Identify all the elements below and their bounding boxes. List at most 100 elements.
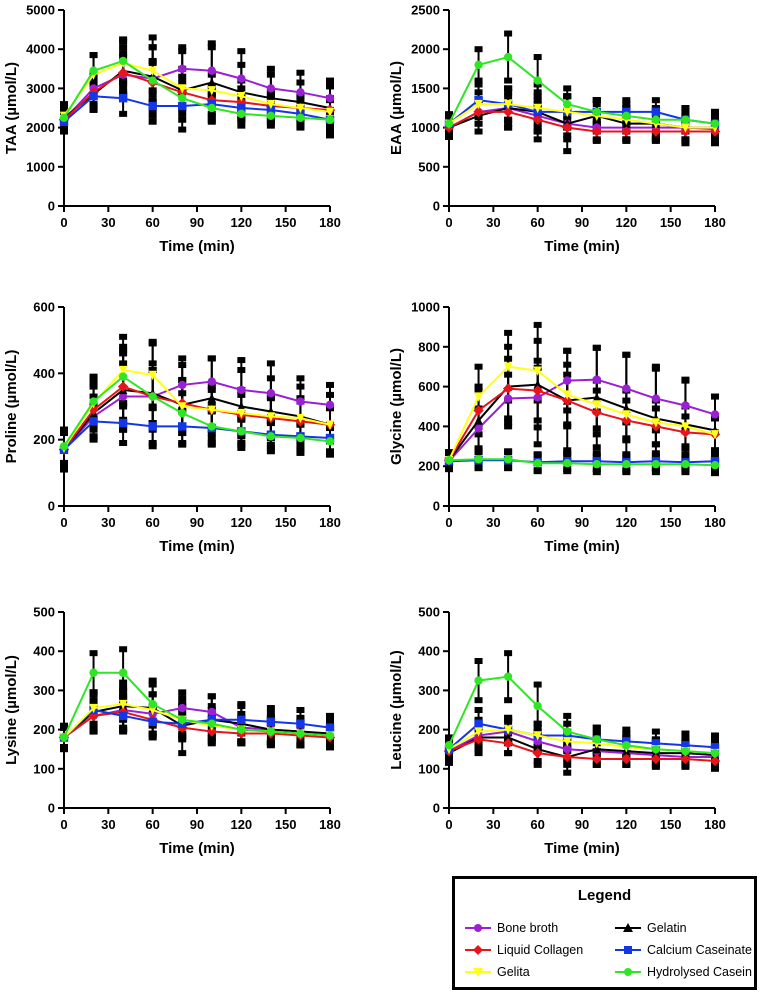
series-line-gelita — [63, 61, 331, 117]
error-cap — [592, 724, 601, 731]
error-cap — [296, 375, 305, 382]
series-line-liquid-collagen — [448, 738, 716, 762]
error-cap — [148, 97, 157, 104]
error-cap — [326, 124, 334, 131]
data-point-gelita — [266, 412, 276, 422]
error-cap — [681, 469, 690, 476]
error-cap — [474, 750, 483, 757]
y-axis-title: TAA (µmol/L) — [3, 62, 20, 154]
legend-title: Legend — [577, 887, 632, 904]
data-point-liquid-collagen — [88, 404, 99, 416]
error-cap — [622, 730, 631, 737]
error-cap — [89, 650, 98, 657]
y-tick-label: 0 — [48, 801, 55, 816]
error-cap — [533, 417, 542, 424]
series-calcium-caseinate — [59, 417, 335, 454]
error-cap — [266, 71, 275, 78]
data-point-hydrolysed-casein — [266, 432, 276, 441]
error-cap — [592, 469, 601, 476]
error-bars-gelatin — [445, 321, 719, 472]
x-tick-label: 0 — [60, 817, 67, 832]
error-cap — [533, 124, 542, 131]
data-point-liquid-collagen — [591, 753, 602, 765]
series-line-bone-broth — [448, 106, 716, 131]
data-point-liquid-collagen — [709, 755, 721, 767]
x-tick-label: 120 — [615, 515, 637, 530]
error-cap — [622, 137, 631, 144]
error-cap — [504, 85, 513, 92]
x-tick-label: 180 — [319, 215, 341, 230]
error-cap — [651, 441, 660, 448]
series-hydrolysed-casein — [59, 56, 335, 124]
error-cap — [651, 761, 660, 768]
error-cap — [445, 734, 453, 741]
data-point-liquid-collagen — [562, 122, 573, 133]
data-point-hydrolysed-casein — [266, 727, 276, 736]
error-cap — [60, 724, 68, 731]
data-point-hydrolysed-casein — [266, 111, 276, 121]
error-cap — [474, 697, 483, 704]
data-point-gelita — [266, 99, 276, 110]
error-cap — [207, 693, 216, 700]
x-axis-title: Time (min) — [159, 538, 235, 555]
series-bone-broth — [59, 64, 335, 124]
data-point-gelita — [563, 390, 572, 400]
y-tick-label: 0 — [48, 199, 55, 214]
data-point-hydrolysed-casein — [622, 111, 631, 121]
error-cap — [563, 761, 572, 768]
error-cap — [60, 426, 68, 433]
error-cap — [148, 34, 157, 41]
data-point-liquid-collagen — [473, 405, 484, 416]
error-cap — [474, 77, 483, 84]
data-point-gelatin — [207, 77, 216, 87]
data-point-calcium-caseinate — [681, 741, 690, 750]
legend-label-bone-broth: Bone broth — [497, 921, 559, 935]
x-tick-label: 120 — [230, 817, 252, 832]
x-tick-label: 0 — [60, 515, 67, 530]
data-point-bone-broth — [563, 376, 572, 385]
data-point-gelita — [622, 410, 631, 420]
y-axis-title: Leucine (µmol/L) — [388, 650, 405, 769]
data-point-gelita — [533, 731, 542, 741]
error-cap — [207, 355, 216, 362]
series-liquid-collagen — [443, 106, 721, 137]
x-axis-title: Time (min) — [544, 538, 620, 555]
x-tick-label: 60 — [530, 515, 544, 530]
series-line-hydrolysed-casein — [448, 675, 716, 755]
error-cap — [504, 464, 513, 471]
error-cap — [533, 128, 542, 135]
data-point-bone-broth — [178, 64, 187, 74]
error-cap — [178, 355, 187, 362]
data-point-bone-broth — [325, 94, 335, 103]
error-cap — [207, 40, 216, 47]
y-tick-label: 300 — [418, 683, 440, 698]
error-cap — [60, 466, 68, 473]
error-cap — [178, 750, 187, 757]
error-cap — [563, 452, 572, 459]
error-cap — [89, 52, 98, 59]
y-tick-label: 0 — [433, 801, 440, 816]
error-cap — [504, 697, 513, 704]
y-tick-label: 600 — [33, 300, 55, 315]
x-tick-label: 60 — [145, 215, 159, 230]
y-axis-title: Lysine (µmol/L) — [3, 655, 20, 765]
data-point-hydrolysed-casein — [503, 672, 513, 681]
error-cap — [533, 681, 542, 688]
data-point-liquid-collagen — [532, 385, 543, 396]
error-cap — [266, 705, 275, 712]
error-cap — [474, 81, 483, 88]
series-bone-broth — [444, 375, 720, 466]
legend-label-gelita: Gelita — [497, 965, 530, 979]
series-line-gelatin — [63, 388, 331, 451]
x-tick-label: 150 — [275, 215, 297, 230]
data-point-bone-broth — [178, 703, 187, 713]
error-cap — [533, 452, 542, 459]
y-axis-title: Glycine (µmol/L) — [388, 348, 405, 465]
x-tick-label: 180 — [704, 817, 726, 832]
error-cap — [533, 724, 542, 731]
error-cap — [711, 732, 719, 739]
data-point-bone-broth — [296, 88, 305, 97]
error-cap — [681, 136, 690, 143]
data-point-gelita — [533, 366, 542, 376]
series-line-hydrolysed-casein — [448, 55, 716, 125]
